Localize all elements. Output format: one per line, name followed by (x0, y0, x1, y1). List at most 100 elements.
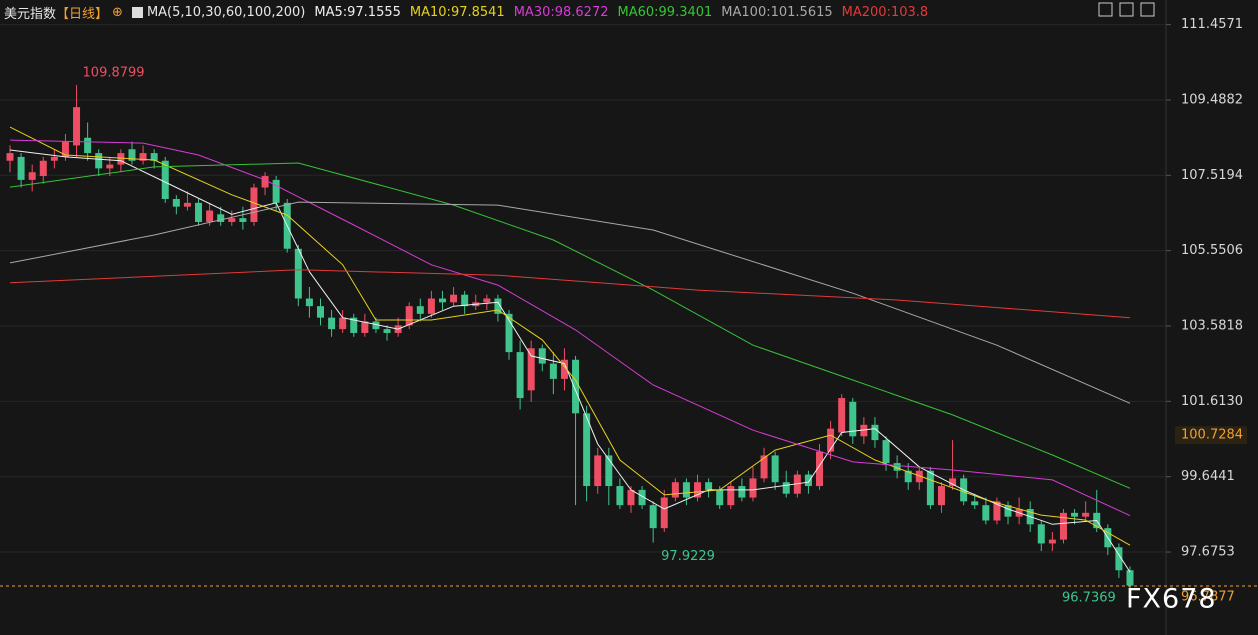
candle-body (749, 478, 757, 498)
candle-body (305, 298, 313, 307)
candle-body (405, 306, 413, 326)
candle-body (73, 107, 81, 146)
candle-body (1037, 524, 1045, 544)
candle-body (95, 153, 103, 169)
candle-body (1071, 512, 1079, 517)
candle-body (572, 359, 580, 414)
y-tick-label: 111.4571 (1181, 17, 1243, 32)
candle-body (716, 489, 724, 506)
candle-body (250, 187, 258, 222)
candle-body (438, 298, 446, 303)
candle-body (516, 352, 524, 399)
low-label: 97.9229 (661, 549, 715, 564)
legend-entry: MA30:98.6272 (513, 4, 609, 20)
candle-body (860, 424, 868, 437)
candle-body (727, 486, 735, 506)
candle-body (560, 359, 568, 379)
candle-body (694, 482, 702, 498)
y-tick-label: 97.6753 (1181, 545, 1235, 560)
candle-body (705, 482, 713, 490)
candle-body (583, 413, 591, 487)
candle-body (1059, 512, 1067, 540)
candle-body (638, 489, 646, 506)
candle-body (771, 455, 779, 483)
candle-body (538, 348, 546, 364)
ma-line (9, 149, 1131, 573)
candle-body (816, 451, 824, 487)
candle-body (461, 294, 469, 307)
candle-body (893, 463, 901, 471)
ma-line (9, 126, 1131, 546)
candle-body (195, 202, 203, 222)
candle-body (383, 329, 391, 333)
candle-body (1126, 570, 1134, 586)
tool-icon[interactable] (1140, 2, 1155, 17)
legend-entry: MA100:101.5615 (721, 4, 833, 20)
ma-line (9, 269, 1131, 319)
candle-body (1048, 539, 1056, 544)
candle-body (904, 470, 912, 483)
candle-body (827, 428, 835, 452)
y-tick-label: 105.5506 (1181, 243, 1243, 258)
candle-body (738, 486, 746, 498)
period: 【日线】 (56, 6, 109, 22)
candle-body (172, 199, 180, 207)
tool-icon[interactable] (1119, 2, 1134, 17)
candle-body (228, 218, 236, 222)
candle-body (505, 313, 513, 353)
candle-body (128, 149, 136, 161)
candle-body (849, 401, 857, 437)
candle-body (838, 398, 846, 433)
high-label: 109.8799 (83, 65, 145, 80)
candle-body (971, 501, 979, 506)
candle-body (294, 248, 302, 299)
candle-body (993, 501, 1001, 521)
ma-line (9, 162, 1131, 489)
price-marker-label: 100.7284 (1181, 428, 1243, 443)
candle-body (882, 440, 890, 464)
legend-entry: MA5:97.1555 (314, 4, 401, 20)
candle-body (161, 160, 169, 200)
settings-icon[interactable]: ⊕ (112, 4, 123, 20)
candle-body (272, 179, 280, 203)
candle-body (39, 160, 47, 177)
candle-body (217, 214, 225, 222)
toolbar[interactable] (1098, 2, 1155, 17)
candle-body (206, 210, 214, 222)
candle-body (671, 482, 679, 498)
candle-body (1004, 505, 1012, 517)
candle-body (84, 137, 92, 154)
candle-body (594, 455, 602, 487)
candle-body (1115, 547, 1123, 571)
last-price-label: 96.7877 (1181, 590, 1235, 605)
candle-body (28, 172, 36, 180)
candle-body (871, 424, 879, 441)
candle-body (760, 455, 768, 479)
candle-body (261, 176, 269, 188)
tool-icon[interactable] (1098, 2, 1113, 17)
indicator-icon[interactable] (131, 6, 143, 18)
candle-body (937, 486, 945, 506)
candle-body (982, 505, 990, 521)
price-marker-box (1175, 426, 1247, 445)
ma-line (9, 201, 1131, 404)
candle-body (494, 298, 502, 314)
candle-body (649, 505, 657, 529)
legend-entry: MA200:103.8 (841, 4, 929, 20)
candle-body (605, 455, 613, 487)
candle-body (949, 478, 957, 487)
y-tick-label: 101.6130 (1181, 394, 1243, 409)
candle-body (627, 489, 635, 506)
ma-line (9, 139, 1131, 517)
legend-entry: MA60:99.3401 (617, 4, 713, 20)
candle-body (17, 156, 25, 180)
candle-body (117, 153, 125, 165)
candle-body (150, 153, 158, 161)
indicator: MA(5,10,30,60,100,200) (146, 4, 306, 20)
y-tick-label: 103.5818 (1181, 319, 1243, 334)
candle-body (139, 153, 147, 161)
candle-body (483, 298, 491, 303)
candle-body (361, 321, 369, 333)
candle-body (450, 294, 458, 303)
